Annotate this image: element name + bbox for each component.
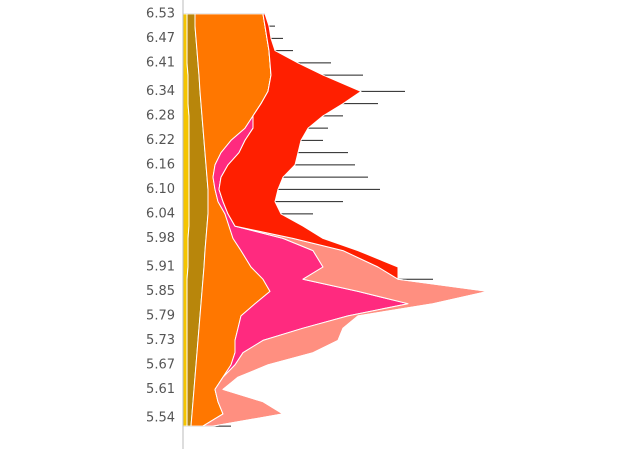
y-tick-label: 5.54 — [146, 410, 175, 425]
y-tick-label: 5.61 — [146, 382, 175, 397]
y-tick-label: 6.04 — [146, 206, 175, 221]
y-tick-label: 6.22 — [146, 133, 175, 148]
y-tick-label: 5.73 — [146, 333, 175, 348]
y-tick-label: 6.53 — [146, 6, 175, 21]
y-tick-label: 6.10 — [146, 182, 175, 197]
y-tick-label: 5.85 — [146, 284, 175, 299]
y-tick-label: 5.98 — [146, 231, 175, 246]
y-tick-label: 5.67 — [146, 357, 175, 372]
y-tick-label: 6.41 — [146, 55, 175, 70]
y-tick-label: 5.91 — [146, 259, 175, 274]
y-tick-label: 6.16 — [146, 157, 175, 172]
profile-area — [212, 13, 489, 427]
y-tick-label: 6.28 — [146, 108, 175, 123]
y-tick-label: 5.79 — [146, 308, 175, 323]
y-tick-label: 6.47 — [146, 31, 175, 46]
y-tick-label: 6.34 — [146, 84, 175, 99]
